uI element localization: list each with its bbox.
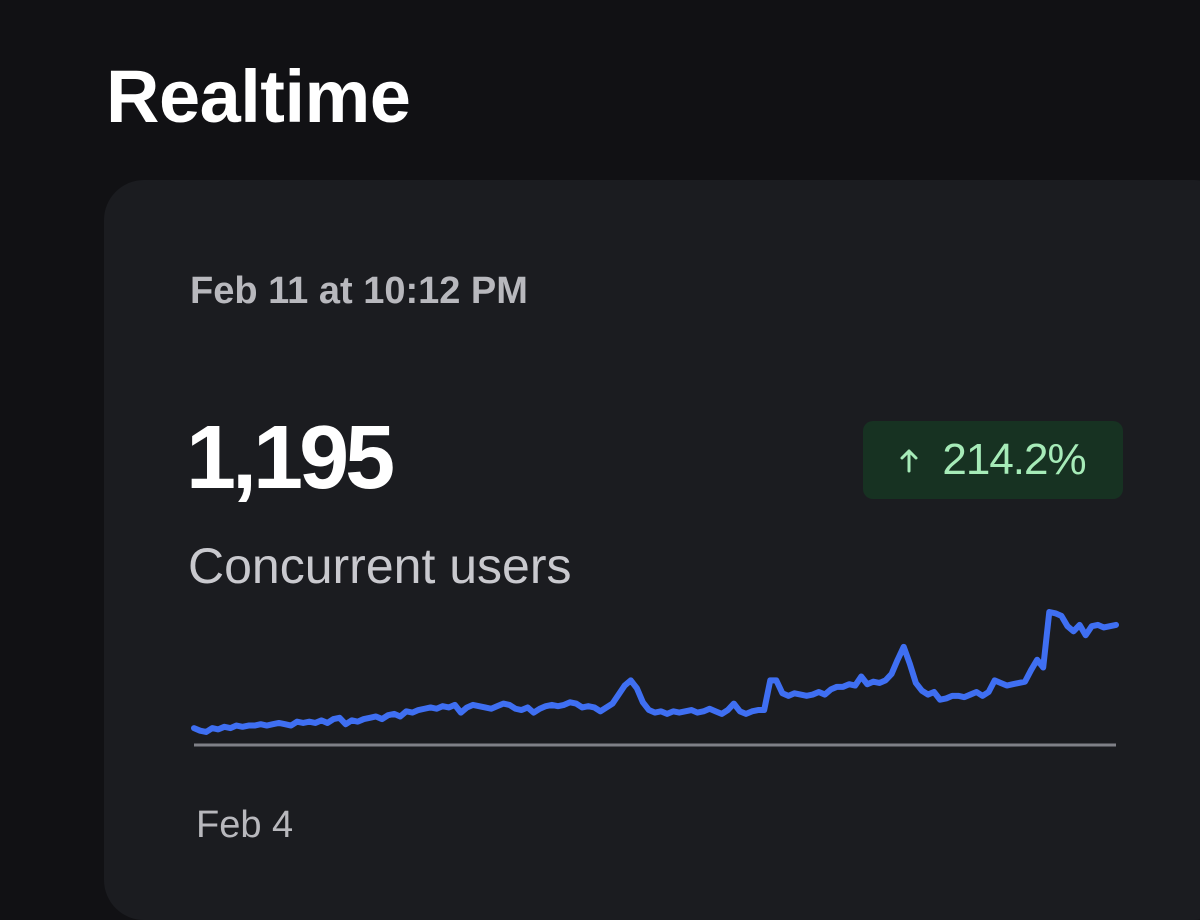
page-title: Realtime <box>106 55 411 138</box>
concurrent-users-value: 1,195 <box>186 408 395 508</box>
x-axis-date-label: Feb 4 <box>196 804 294 846</box>
concurrent-users-label: Concurrent users <box>188 538 572 594</box>
realtime-card[interactable]: Feb 11 at 10:12 PM 1,195 Concurrent user… <box>104 180 1200 920</box>
timestamp: Feb 11 at 10:12 PM <box>190 270 528 312</box>
concurrent-users-line <box>191 609 1119 735</box>
concurrent-users-chart <box>191 609 1119 747</box>
change-badge: 214.2% <box>863 421 1123 499</box>
arrow-up-icon <box>900 449 918 473</box>
change-percentage: 214.2% <box>942 435 1086 484</box>
